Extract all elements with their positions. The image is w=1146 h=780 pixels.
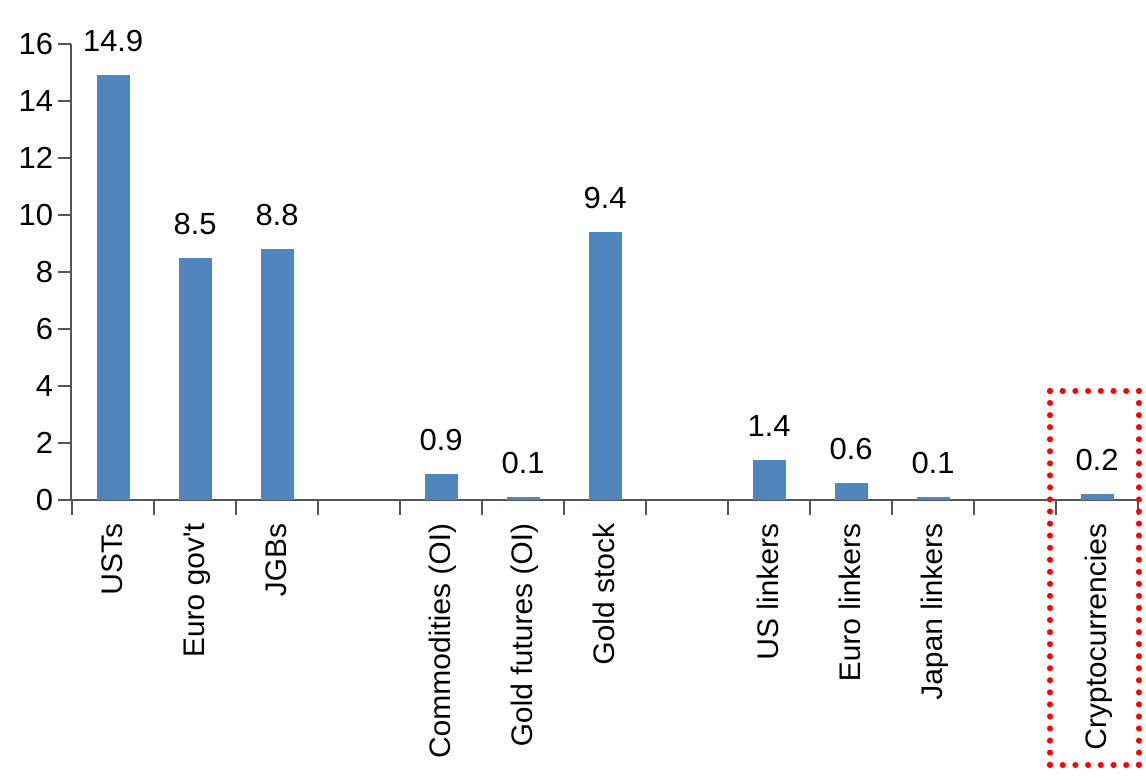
bar-value-label: 14.9	[82, 23, 144, 59]
x-tick	[235, 499, 237, 515]
y-tick	[58, 385, 71, 387]
bar	[96, 75, 130, 500]
y-tick	[58, 100, 71, 102]
y-tick-label: 8	[35, 254, 53, 289]
x-category-label: USTs	[96, 523, 129, 595]
x-category-label: Euro gov't	[178, 523, 211, 658]
bar	[260, 249, 294, 500]
y-tick-label: 16	[18, 26, 53, 61]
bar	[588, 232, 622, 500]
bar-value-label: 1.4	[747, 408, 791, 444]
bar-value-label: 8.5	[173, 206, 217, 242]
x-tick	[809, 499, 811, 515]
x-category-label: Commodities (OI)	[424, 523, 457, 759]
bar-value-label: 0.2	[1075, 442, 1119, 478]
y-tick	[58, 157, 71, 159]
x-tick	[71, 499, 73, 515]
x-tick	[727, 499, 729, 515]
x-tick	[973, 499, 975, 515]
bar	[178, 258, 212, 500]
bar-value-label: 0.1	[501, 445, 545, 481]
y-tick-label: 2	[35, 425, 53, 460]
bar-value-label: 8.8	[255, 197, 299, 233]
bar-value-label: 0.1	[911, 445, 955, 481]
x-category-label: Japan linkers	[916, 523, 949, 700]
x-tick	[153, 499, 155, 515]
x-tick	[1055, 499, 1057, 515]
x-category-label: Gold futures (OI)	[506, 523, 539, 747]
x-category-label: Gold stock	[588, 523, 621, 665]
y-tick-label: 14	[18, 83, 53, 118]
y-tick	[58, 499, 71, 501]
x-category-label: JGBs	[260, 523, 293, 597]
bar	[834, 483, 868, 500]
bar-value-label: 0.9	[419, 422, 463, 458]
x-category-label: Euro linkers	[834, 523, 867, 682]
y-axis-line	[70, 44, 72, 501]
bar-value-label: 9.4	[583, 180, 627, 216]
y-tick	[58, 328, 71, 330]
x-tick	[891, 499, 893, 515]
y-tick-label: 10	[18, 197, 53, 232]
y-tick-label: 6	[35, 311, 53, 346]
x-tick	[645, 499, 647, 515]
bar	[506, 497, 540, 500]
x-axis-line	[70, 499, 1140, 501]
y-tick	[58, 214, 71, 216]
bar	[916, 497, 950, 500]
x-tick	[563, 499, 565, 515]
highlight-box	[1047, 388, 1142, 768]
bar-value-label: 0.6	[829, 431, 873, 467]
y-tick	[58, 442, 71, 444]
y-tick-label: 0	[35, 482, 53, 517]
y-tick-label: 4	[35, 368, 53, 403]
bar	[1080, 494, 1114, 500]
y-tick	[58, 271, 71, 273]
bar	[424, 474, 458, 500]
y-tick-label: 12	[18, 140, 53, 175]
y-tick	[58, 43, 71, 45]
x-tick	[399, 499, 401, 515]
x-category-label: US linkers	[752, 523, 785, 660]
x-tick	[317, 499, 319, 515]
bar	[752, 460, 786, 500]
x-tick	[481, 499, 483, 515]
